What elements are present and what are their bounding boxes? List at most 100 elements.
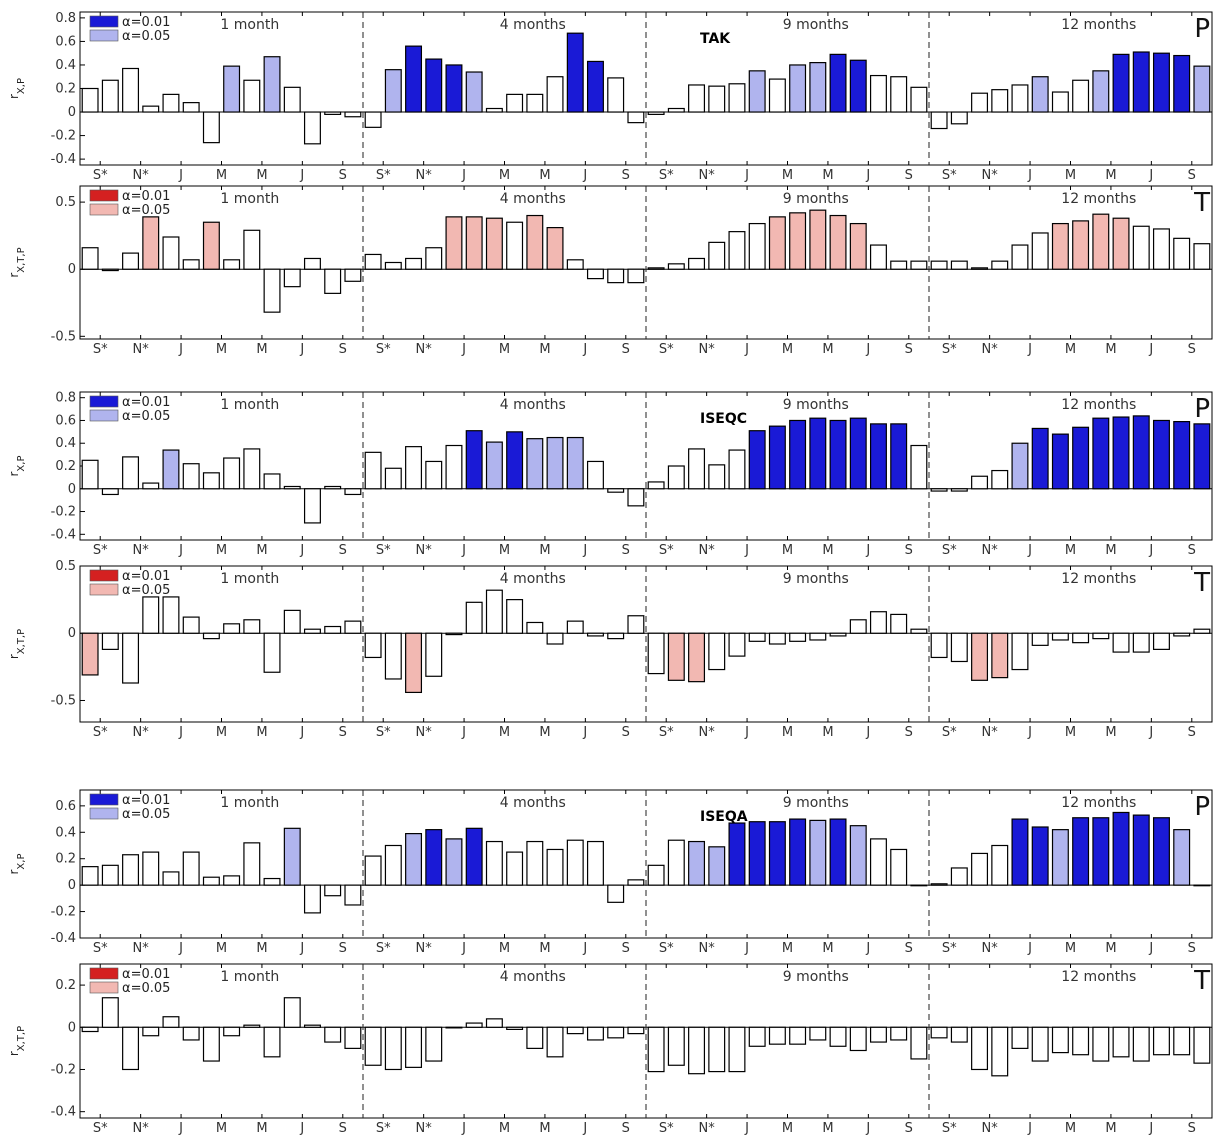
bar (991, 844, 1009, 886)
x-tick-label: M (822, 543, 833, 558)
bar (627, 488, 645, 507)
bar (1152, 1026, 1170, 1056)
bar (344, 884, 362, 906)
bar (162, 93, 180, 113)
bar (364, 253, 382, 270)
panel-6: -0.4 -0.2 0 0.2 rX,T,P S* N* J M M J S 1 month S* N* J M… (7, 963, 1213, 1136)
bar (688, 448, 706, 490)
bar (223, 259, 241, 270)
x-tick-label: N* (982, 168, 999, 183)
variable-label: T (1193, 188, 1210, 218)
bar (1152, 632, 1170, 650)
bar (647, 1026, 665, 1073)
legend-label: α=0.05 (122, 583, 170, 598)
x-tick-label: S (339, 342, 347, 357)
x-tick-label: S* (659, 941, 674, 956)
bar (1092, 70, 1110, 113)
x-tick-label: M (1065, 342, 1076, 357)
bar (890, 848, 908, 886)
bar (849, 222, 867, 270)
bar (142, 482, 160, 490)
x-tick-label: J (299, 1121, 304, 1136)
bar (465, 1022, 483, 1028)
bar (627, 615, 645, 634)
bar (1152, 228, 1170, 270)
y-tick-label: 0.6 (55, 34, 76, 49)
bar (971, 632, 989, 681)
bar (546, 436, 564, 490)
bar (728, 1026, 746, 1073)
x-tick-label: S (905, 342, 913, 357)
bar (869, 423, 887, 490)
x-tick-label: S* (93, 1121, 108, 1136)
bar (1072, 632, 1090, 644)
bar (364, 111, 382, 128)
bar (890, 76, 908, 113)
x-tick-label: S* (93, 543, 108, 558)
x-tick-label: S* (942, 725, 957, 740)
legend-label: α=0.01 (122, 569, 170, 584)
bar (344, 111, 362, 118)
bar (546, 227, 564, 270)
bar (849, 59, 867, 113)
period-label: 1 month (220, 571, 279, 587)
x-tick-label: N* (699, 168, 716, 183)
bar (384, 844, 402, 886)
bar (1031, 1026, 1049, 1062)
x-tick-label: M (256, 543, 267, 558)
bar (202, 472, 220, 490)
legend-label: α=0.05 (122, 203, 170, 218)
x-tick-label: M (1105, 941, 1116, 956)
bar (971, 852, 989, 886)
legend-swatch (89, 807, 119, 820)
x-tick-label: S* (659, 168, 674, 183)
x-tick-label: J (1027, 543, 1032, 558)
bar (566, 32, 584, 113)
bar (708, 846, 726, 886)
bar (688, 1026, 706, 1075)
bar (950, 111, 968, 125)
bar (445, 64, 463, 113)
bar (809, 819, 827, 886)
bar (809, 62, 827, 113)
bar (1072, 220, 1090, 270)
bar (890, 1026, 908, 1041)
bar (202, 876, 220, 886)
x-tick-label: M (1105, 342, 1116, 357)
legend-label: α=0.01 (122, 395, 170, 410)
x-tick-label: J (1148, 725, 1153, 740)
x-tick-label: N* (416, 342, 433, 357)
bar (526, 93, 544, 113)
bar (1112, 811, 1130, 886)
y-tick-label: 0.5 (55, 195, 76, 210)
x-tick-label: N* (699, 725, 716, 740)
y-tick-label: 0.4 (55, 825, 76, 840)
legend-label: α=0.05 (122, 807, 170, 822)
bar (708, 1026, 726, 1073)
x-tick-label: S* (942, 168, 957, 183)
x-tick-label: J (299, 342, 304, 357)
legend-swatch (89, 981, 119, 994)
x-tick-label: J (744, 168, 749, 183)
bar (465, 71, 483, 113)
bar (101, 632, 119, 650)
bar (1112, 53, 1130, 113)
site-label: ISEQC (700, 411, 747, 427)
panel-5: -0.4 -0.2 0 0.2 0.4 0.6 rX,P S* N* J M M J S 1 month S*… (7, 789, 1213, 956)
bar (202, 1026, 220, 1062)
bar (506, 851, 524, 886)
bar (122, 67, 140, 113)
period-label: 9 months (783, 571, 849, 587)
bar (728, 231, 746, 270)
x-tick-label: S* (376, 168, 391, 183)
bar (1051, 91, 1069, 113)
bar (142, 216, 160, 270)
bar (344, 488, 362, 496)
bar (1173, 421, 1191, 490)
x-tick-label: J (865, 725, 870, 740)
bar (728, 449, 746, 490)
x-tick-label: J (299, 725, 304, 740)
y-tick-label: 0.4 (55, 436, 76, 451)
bar (748, 632, 766, 642)
y-axis-label: rX,T,P (7, 1026, 27, 1056)
